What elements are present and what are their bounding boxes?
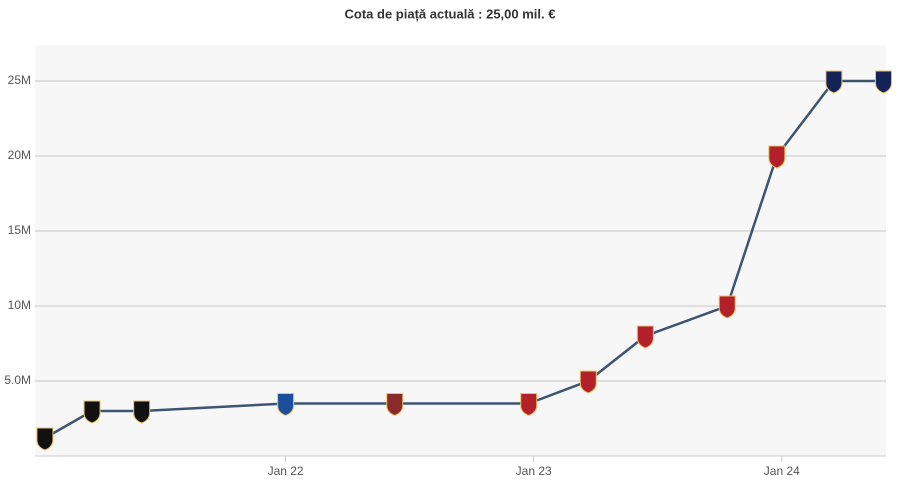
club-marker <box>718 295 736 319</box>
x-tick-label: Jan 24 <box>764 464 800 478</box>
club-marker <box>825 70 843 94</box>
y-tick-label: 10M <box>8 298 31 312</box>
club-marker <box>277 393 295 417</box>
plot-area <box>35 45 886 456</box>
y-tick-label: 15M <box>8 223 31 237</box>
x-tick-label: Jan 23 <box>516 464 552 478</box>
x-tick-label: Jan 22 <box>268 464 304 478</box>
club-marker <box>83 400 101 424</box>
y-tick-label: 20M <box>8 148 31 162</box>
club-marker <box>875 70 893 94</box>
club-marker <box>636 325 654 349</box>
club-marker <box>386 393 404 417</box>
chart-title: Cota de piață actuală : 25,00 mil. € <box>345 6 556 21</box>
club-marker <box>36 427 54 451</box>
y-tick-label: 5.0M <box>4 373 31 387</box>
club-marker <box>768 145 786 169</box>
club-marker <box>579 370 597 394</box>
y-tick-label: 25M <box>8 73 31 87</box>
club-marker <box>520 393 538 417</box>
club-marker <box>133 400 151 424</box>
